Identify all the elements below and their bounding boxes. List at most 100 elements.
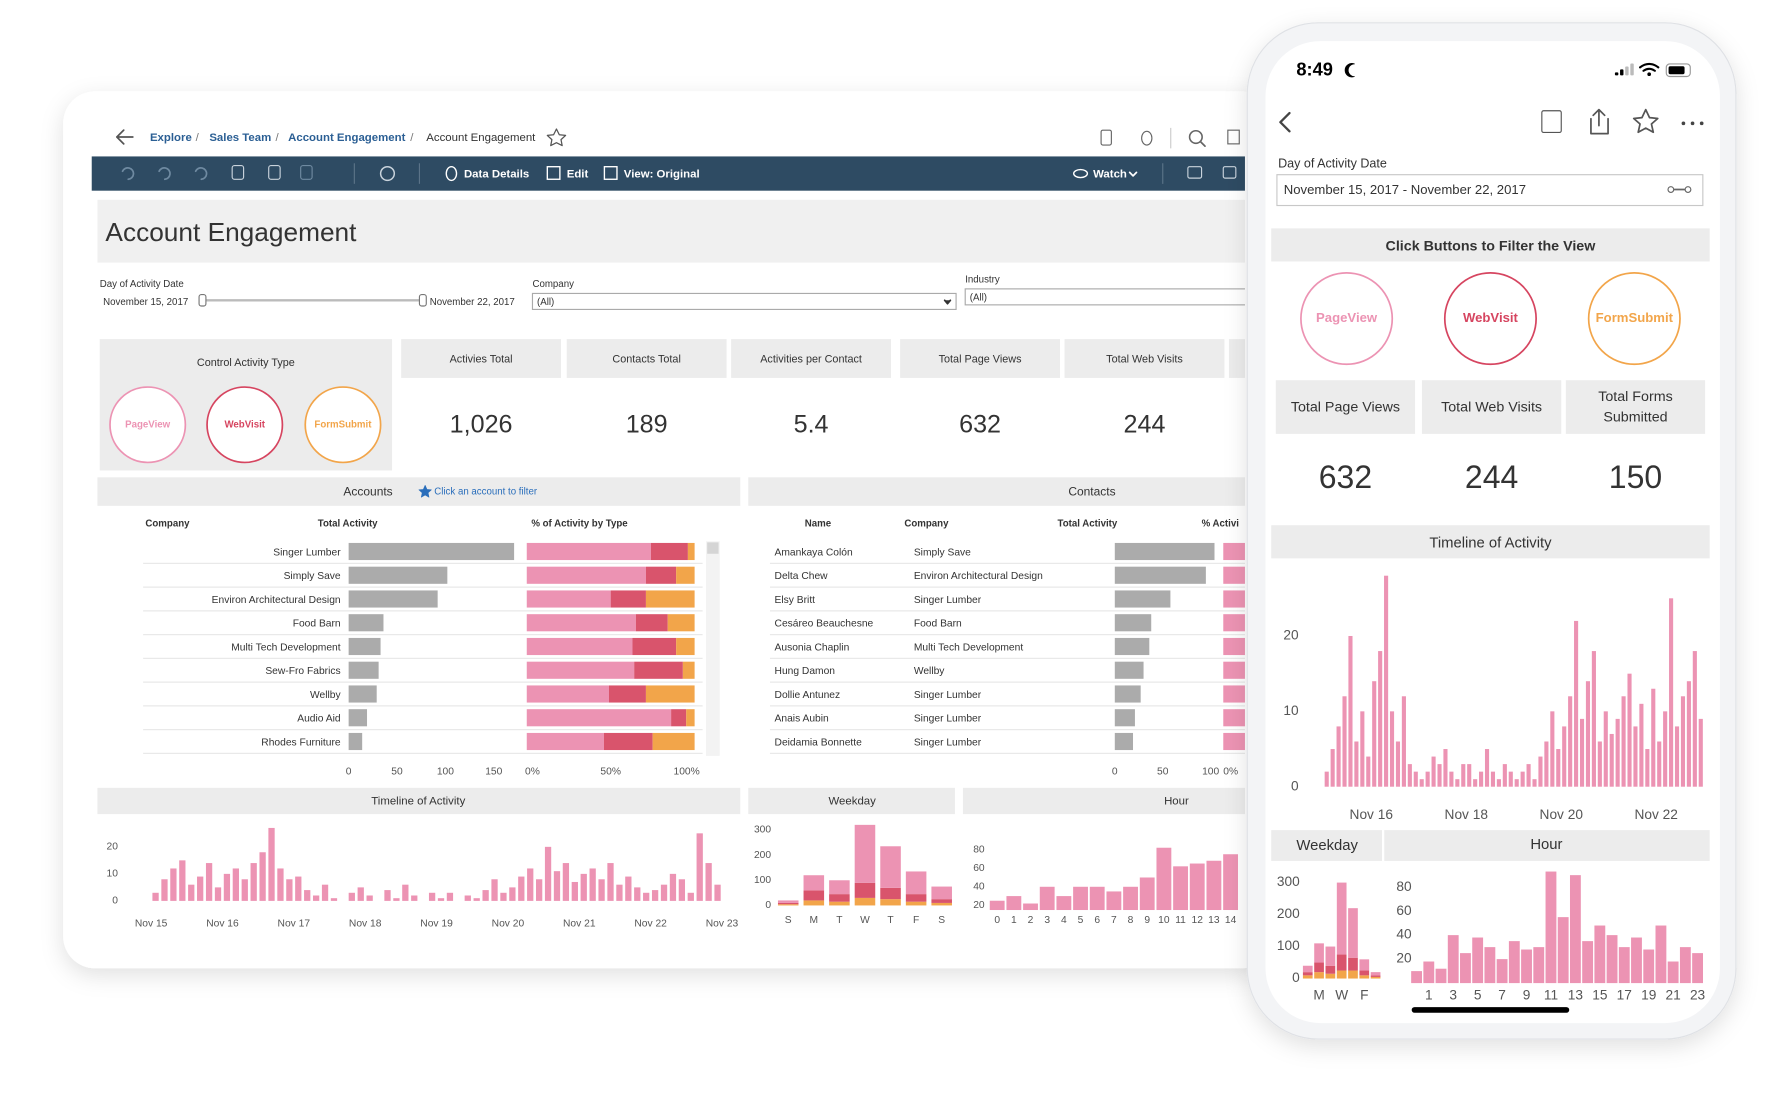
x-tick-label: 0%: [1223, 767, 1238, 778]
filter-button-label[interactable]: PageView: [125, 419, 171, 430]
bar: [1544, 741, 1549, 787]
filter-button-label[interactable]: FormSubmit: [1596, 310, 1674, 325]
back-button[interactable]: [1279, 111, 1291, 133]
x-tick-label: Nov 17: [278, 918, 311, 929]
search-icon[interactable]: [1188, 129, 1203, 145]
kpi-label: Contacts Total: [612, 354, 680, 366]
bar: [1114, 590, 1171, 608]
breadcrumb-link[interactable]: Sales Team: [209, 132, 271, 144]
row-label[interactable]: Simply Save: [284, 571, 341, 582]
bar: [1354, 741, 1359, 787]
kpi-label: Activies Total: [450, 354, 513, 366]
bar-segment: [603, 732, 653, 751]
filter-button-label[interactable]: FormSubmit: [314, 419, 372, 430]
bar: [678, 879, 686, 901]
slider-handle[interactable]: [418, 294, 427, 307]
date-input[interactable]: [1276, 174, 1704, 207]
bar: [1669, 598, 1674, 787]
share-icon[interactable]: [1590, 108, 1609, 135]
x-tick-label: 17: [1617, 987, 1632, 1002]
row-label[interactable]: Wellby: [310, 690, 341, 701]
toolbar-button[interactable]: View: Original: [624, 169, 700, 181]
filter-button[interactable]: [1587, 272, 1681, 366]
x-tick-label: 50: [1157, 767, 1169, 778]
bar-segment: [931, 902, 952, 906]
dropdown[interactable]: [531, 292, 957, 311]
row-label[interactable]: Environ Architectural Design: [212, 595, 341, 606]
range-handle: [1667, 186, 1675, 193]
caret: [1128, 171, 1138, 177]
toolbar-icon: [194, 167, 208, 181]
filter-button[interactable]: [304, 386, 382, 464]
toolbar-icon: [1187, 166, 1203, 179]
row-label[interactable]: Singer Lumber: [273, 547, 341, 558]
bar-segment: [854, 882, 876, 898]
bar-segment: [829, 901, 850, 906]
row-label: Singer Lumber: [914, 714, 982, 725]
filter-button-label[interactable]: WebVisit: [1463, 310, 1519, 325]
kpi-label: Total Web Visits: [1106, 354, 1183, 366]
row-label[interactable]: Rhodes Furniture: [261, 737, 341, 748]
filter-button[interactable]: [1443, 272, 1537, 366]
bar: [1667, 961, 1679, 984]
bar-segment: [676, 637, 695, 656]
bar: [214, 887, 222, 901]
bar-segment: [667, 614, 695, 632]
filter-button[interactable]: [109, 386, 187, 464]
dropdown[interactable]: [964, 288, 1262, 306]
nav-icon[interactable]: [1541, 110, 1562, 134]
kpi-value: 244: [1465, 459, 1518, 495]
breadcrumb-link[interactable]: Account Engagement: [288, 132, 405, 144]
bar-segment: [634, 661, 683, 679]
favorite-icon[interactable]: [1632, 108, 1659, 134]
toolbar-icon: [379, 165, 396, 182]
y-tick-label: 100: [754, 875, 771, 886]
toolbar-button[interactable]: Data Details: [464, 169, 529, 181]
bar: [1484, 749, 1490, 787]
dropdown-value: (All): [970, 293, 987, 304]
row-label[interactable]: Multi Tech Development: [231, 642, 341, 653]
row-label[interactable]: Food Barn: [293, 619, 341, 630]
bar-segment: [1370, 975, 1381, 977]
bar-segment: [526, 661, 635, 679]
x-tick-label: M: [1313, 987, 1324, 1002]
scrollbar-thumb: [707, 542, 719, 554]
filter-button-label[interactable]: PageView: [1316, 310, 1378, 325]
row-label[interactable]: Audio Aid: [297, 714, 341, 725]
bar: [1443, 749, 1448, 787]
bar-segment: [526, 637, 633, 656]
y-tick-label: 60: [973, 863, 985, 874]
y-tick-label: 10: [1283, 703, 1299, 718]
toolbar-button[interactable]: Watch: [1093, 169, 1127, 181]
breadcrumb-link[interactable]: Explore: [150, 132, 192, 144]
filter-button[interactable]: [1300, 272, 1394, 366]
bar: [989, 900, 1005, 911]
desktop-panel: [63, 91, 1274, 969]
bar: [696, 833, 703, 901]
slider-handle[interactable]: [198, 294, 207, 307]
title-band: [97, 199, 1245, 263]
favorite-icon[interactable]: [546, 128, 567, 147]
x-tick-label: W: [860, 915, 870, 926]
row-label: Environ Architectural Design: [914, 571, 1043, 582]
x-tick-label: 0: [994, 915, 1000, 926]
breadcrumb-link[interactable]: Account Engagement: [426, 132, 536, 144]
filter-button-label[interactable]: WebVisit: [224, 419, 265, 430]
x-tick-label: 3: [1449, 987, 1457, 1002]
row-label[interactable]: Sew-Fro Fabrics: [265, 666, 340, 677]
x-tick-label: F: [1360, 987, 1368, 1002]
toolbar-icon: [121, 167, 135, 181]
x-tick-label: 100: [437, 767, 454, 778]
filter-button[interactable]: [206, 386, 284, 464]
x-tick-label: S: [938, 915, 945, 926]
hint-link[interactable]: Click an account to filter: [434, 487, 538, 498]
toolbar-icon: [268, 164, 281, 180]
toolbar-button[interactable]: Edit: [567, 169, 589, 181]
section-header: [97, 477, 741, 506]
kpi-label: Total Forms: [1598, 389, 1673, 405]
bar: [1502, 764, 1507, 787]
bar: [402, 884, 409, 901]
row-label: Hung Damon: [775, 666, 836, 677]
section-header: [1271, 228, 1710, 262]
bar: [366, 895, 373, 901]
